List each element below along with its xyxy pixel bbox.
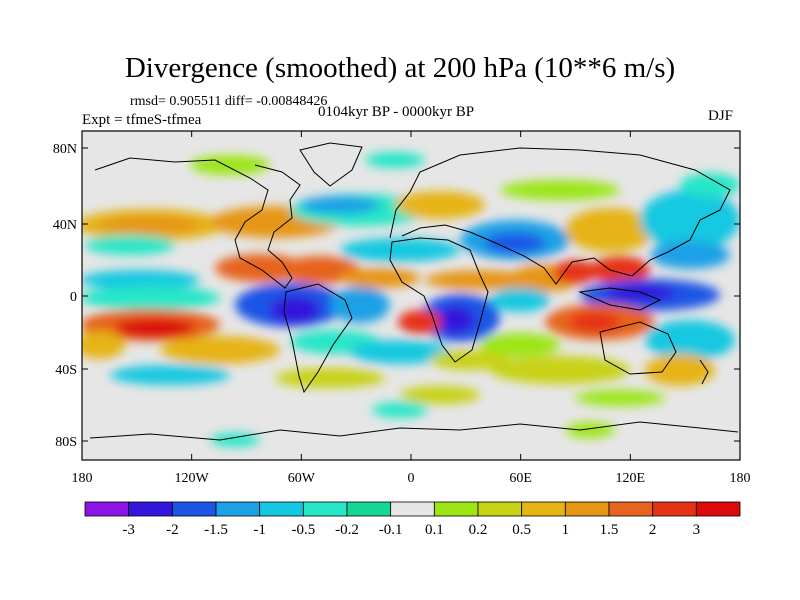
colorbar-swatch [215, 501, 261, 517]
lat-tick-label: 0 [70, 290, 77, 305]
lat-tick-label: 80S [55, 435, 77, 450]
colorbar-swatch [390, 501, 435, 517]
colorbar-label: 1.5 [600, 522, 619, 538]
stats-text: rmsd= 0.905511 diff= -0.00848426 [130, 94, 328, 109]
colorbar-label: 0.5 [512, 522, 531, 538]
colorbar-swatch [171, 501, 217, 517]
lon-tick-label: 60W [288, 471, 316, 486]
colorbar-swatch [477, 501, 523, 517]
colorbar-swatch [695, 501, 741, 517]
colorbar-label: -0.5 [291, 522, 315, 538]
colorbar-label: -2 [166, 522, 179, 538]
chart-title: Divergence (smoothed) at 200 hPa (10**6 … [124, 52, 676, 84]
lon-tick-label: 180 [730, 471, 751, 486]
lat-tick-label: 40S [55, 363, 77, 378]
lon-tick-label: 0 [408, 471, 415, 486]
colorbar-label: 1 [562, 522, 570, 538]
colorbar-swatch [346, 501, 392, 517]
colorbar-swatch [84, 501, 130, 517]
lat-tick-label: 80N [53, 142, 77, 157]
colorbar-label: -3 [122, 522, 135, 538]
experiment-label: Expt = tfmeS-tfmea [82, 112, 202, 128]
colorbar-label: 0.1 [425, 522, 444, 538]
colorbar-swatch [652, 501, 697, 517]
lon-tick-label: 120W [175, 471, 210, 486]
season-label: DJF [708, 108, 734, 124]
colorbar-label: -0.1 [379, 522, 403, 538]
colorbar-label: -0.2 [335, 522, 359, 538]
colorbar-swatch [433, 501, 479, 517]
lon-tick-label: 120E [616, 471, 646, 486]
colorbar-swatch [608, 501, 654, 517]
colorbar-swatch [564, 501, 610, 517]
colorbar-swatch [259, 501, 304, 517]
colorbar-swatch [521, 501, 566, 517]
lat-tick-label: 40N [53, 218, 77, 233]
colorbar-label: -1 [253, 522, 266, 538]
period-label: 0104kyr BP - 0000kyr BP [318, 104, 475, 120]
colorbar-label: 0.2 [469, 522, 488, 538]
colorbar-label: -1.5 [204, 522, 228, 538]
colorbar-swatch [128, 501, 173, 517]
colorbar-label: 2 [649, 522, 657, 538]
colorbar: -3 -2 -1.5 -1 -0.5 -0.2 -0.1 0.1 0.2 0.5 1 1.5 2 3 [84, 501, 741, 538]
colorbar-swatch [302, 501, 348, 517]
lon-axis: 180 120W 60W 0 60E 120E 180 [72, 131, 751, 486]
divergence-field [82, 152, 740, 447]
lon-tick-label: 60E [509, 471, 532, 486]
coastlines [89, 142, 739, 441]
lat-axis: 80N 40N 0 40S 80S [53, 142, 740, 450]
lon-tick-label: 180 [72, 471, 93, 486]
colorbar-label: 3 [693, 522, 701, 538]
